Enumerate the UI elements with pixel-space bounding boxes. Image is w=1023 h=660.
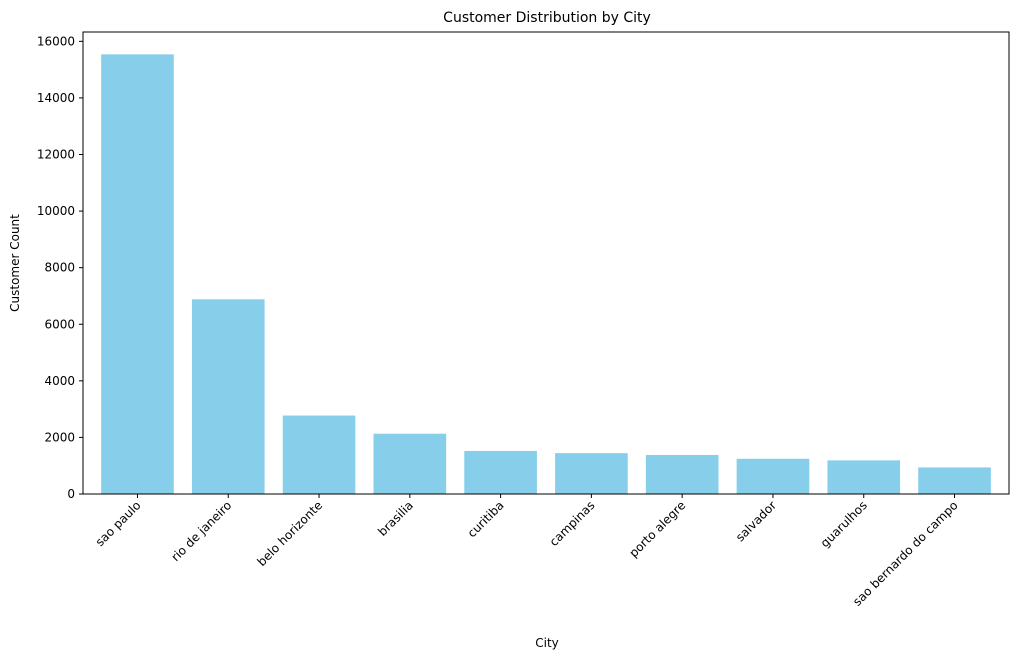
y-axis: 0 2000 4000 6000 8000 10000 12000 14000 16000 xyxy=(37,34,83,501)
x-axis: sao paulo rio de janeiro belo horizonte bra… xyxy=(93,494,961,609)
x-tick-label: rio de janeiro xyxy=(168,498,234,564)
x-tick-label: guarulhos xyxy=(818,498,870,550)
chart-title: Customer Distribution by City xyxy=(443,10,651,26)
x-axis-label: City xyxy=(535,636,559,650)
x-tick-label: salvador xyxy=(733,498,779,544)
x-tick-label: porto alegre xyxy=(626,498,688,560)
x-tick-label: sao paulo xyxy=(93,498,144,549)
bar-campinas xyxy=(555,453,628,494)
bars-group xyxy=(101,54,991,494)
bar-porto-alegre xyxy=(645,454,719,494)
y-tick-label: 10000 xyxy=(37,204,75,218)
bar-salvador xyxy=(736,458,810,494)
y-axis-label: Customer Count xyxy=(8,214,22,312)
y-tick-label: 8000 xyxy=(44,261,75,275)
bar-rio-de-janeiro xyxy=(191,299,265,494)
y-tick-label: 16000 xyxy=(37,34,75,48)
y-tick-label: 2000 xyxy=(44,430,75,444)
bar-brasilia xyxy=(373,433,447,494)
x-tick-label: brasilia xyxy=(375,498,416,539)
y-tick-label: 0 xyxy=(67,487,75,501)
y-tick-label: 14000 xyxy=(37,91,75,105)
y-tick-label: 12000 xyxy=(37,148,75,162)
x-tick-label: sao bernardo do campo xyxy=(850,498,961,609)
x-tick-label: belo horizonte xyxy=(254,498,325,569)
bar-sao-bernardo-do-campo xyxy=(918,467,991,494)
bar-sao-paulo xyxy=(101,54,174,494)
x-tick-label: campinas xyxy=(547,498,598,549)
bar-curitiba xyxy=(464,450,537,494)
bar-belo-horizonte xyxy=(282,415,356,494)
y-tick-label: 6000 xyxy=(44,317,75,331)
bar-guarulhos xyxy=(827,460,901,494)
x-tick-label: curitiba xyxy=(465,498,507,540)
plot-frame xyxy=(82,31,1010,495)
y-tick-label: 4000 xyxy=(44,374,75,388)
